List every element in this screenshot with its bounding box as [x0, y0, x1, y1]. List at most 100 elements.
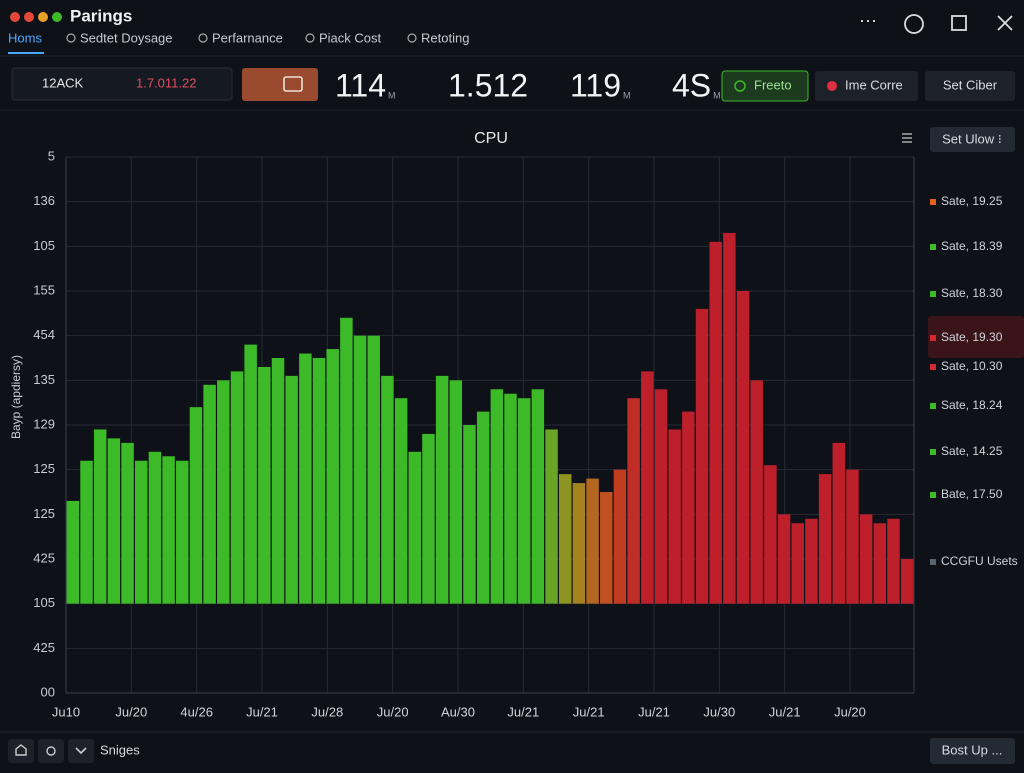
bar	[107, 438, 121, 604]
y-tick-label: 105	[33, 595, 55, 610]
bar	[764, 465, 777, 604]
legend-swatch	[930, 364, 936, 370]
tab[interactable]: Sedtet Doysage	[80, 30, 173, 45]
legend-label[interactable]: Sate, 18.24	[941, 398, 1003, 412]
bar	[463, 425, 476, 604]
bar	[531, 389, 545, 604]
export-icon	[283, 76, 303, 92]
tab[interactable]: Homs	[8, 30, 42, 45]
y-tick-label: 155	[33, 282, 55, 297]
close-icon[interactable]	[997, 15, 1013, 31]
bar	[517, 398, 531, 604]
bar	[791, 523, 804, 604]
bar	[600, 492, 613, 604]
bar	[244, 344, 257, 604]
bar	[859, 514, 873, 604]
dropdown-button[interactable]	[68, 739, 94, 763]
menu-button[interactable]	[930, 127, 1015, 152]
bar	[586, 478, 599, 604]
footer-button[interactable]	[930, 738, 1015, 764]
bar	[435, 375, 449, 604]
bar	[832, 442, 846, 604]
x-tick-label: Ju/21	[638, 704, 670, 719]
footer-label: Sniges	[100, 742, 140, 757]
bar	[545, 429, 558, 604]
bar	[668, 429, 681, 604]
bar	[258, 366, 271, 604]
legend-label[interactable]: Sate, 19.25	[941, 194, 1003, 208]
x-tick-label: Ju/28	[311, 704, 343, 719]
button[interactable]	[925, 71, 1015, 101]
tab[interactable]: Piack Cost	[319, 30, 382, 45]
button-icon	[734, 80, 746, 92]
bar	[134, 460, 148, 604]
bar	[695, 308, 709, 604]
menu-button-label: Set Ulow ⁝	[942, 131, 1002, 146]
x-tick-label: Ju/21	[769, 704, 801, 719]
app-title: Parings	[70, 6, 132, 25]
legend-label[interactable]: Sate, 19.30	[941, 330, 1003, 344]
tab-icon	[66, 33, 76, 43]
bar	[203, 384, 216, 604]
bar	[572, 483, 586, 604]
bar	[176, 460, 189, 604]
legend-label[interactable]: CCGFU Usets	[941, 554, 1018, 568]
tab[interactable]: Retoting	[421, 30, 469, 45]
settings-icon	[46, 746, 56, 756]
dot	[38, 12, 48, 22]
range: 1.7.011.22	[136, 75, 196, 90]
legend-label[interactable]: Sate, 10.30	[941, 359, 1003, 373]
chevron-icon	[75, 747, 87, 755]
legend-swatch	[930, 492, 936, 498]
tab-icon	[198, 33, 208, 43]
tab-icon	[305, 33, 315, 43]
legend-label[interactable]: Sate, 18.39	[941, 239, 1003, 253]
bar	[818, 474, 832, 604]
home-button[interactable]	[8, 739, 34, 763]
bar	[326, 349, 339, 604]
x-tick-label: Ju/21	[573, 704, 605, 719]
bar	[93, 429, 107, 604]
bar	[777, 514, 791, 604]
legend-highlight	[928, 316, 1024, 358]
button[interactable]	[721, 70, 809, 102]
bar	[285, 375, 298, 604]
bar	[558, 474, 572, 604]
legend-swatch	[930, 335, 936, 341]
bar	[230, 371, 244, 604]
bar	[805, 518, 818, 604]
export-button[interactable]	[242, 68, 318, 101]
more-icon[interactable]: ⋯	[859, 11, 877, 31]
stat-unit: M	[623, 90, 631, 100]
dot	[52, 12, 62, 22]
bar	[162, 456, 175, 604]
expand-icon[interactable]	[951, 15, 967, 31]
selector-box[interactable]	[11, 67, 233, 101]
y-tick-label: 425	[33, 550, 55, 565]
bar	[873, 523, 887, 604]
bar	[121, 442, 134, 604]
x-tick-label: Ju/20	[115, 704, 147, 719]
legend-swatch	[930, 403, 936, 409]
bar	[641, 371, 654, 604]
stat-value: 119	[570, 67, 621, 103]
legend-label[interactable]: Sate, 18.30	[941, 286, 1003, 300]
tab[interactable]: Perfarnance	[212, 30, 283, 45]
bar	[353, 335, 367, 604]
legend-label[interactable]: Sate, 14.25	[941, 444, 1003, 458]
bar	[271, 358, 285, 604]
y-tick-label: 135	[33, 372, 55, 387]
button[interactable]	[815, 71, 918, 101]
home-icon	[15, 744, 27, 756]
legend-label[interactable]: Bate, 17.50	[941, 487, 1003, 501]
alert-icon[interactable]	[904, 14, 924, 34]
x-tick-label: Ju/21	[507, 704, 539, 719]
stat-unit: M	[713, 90, 721, 100]
menu-icon[interactable]	[902, 133, 912, 143]
bar	[887, 518, 900, 604]
x-tick-label: Ju/30	[703, 704, 735, 719]
settings-button[interactable]	[38, 739, 64, 763]
